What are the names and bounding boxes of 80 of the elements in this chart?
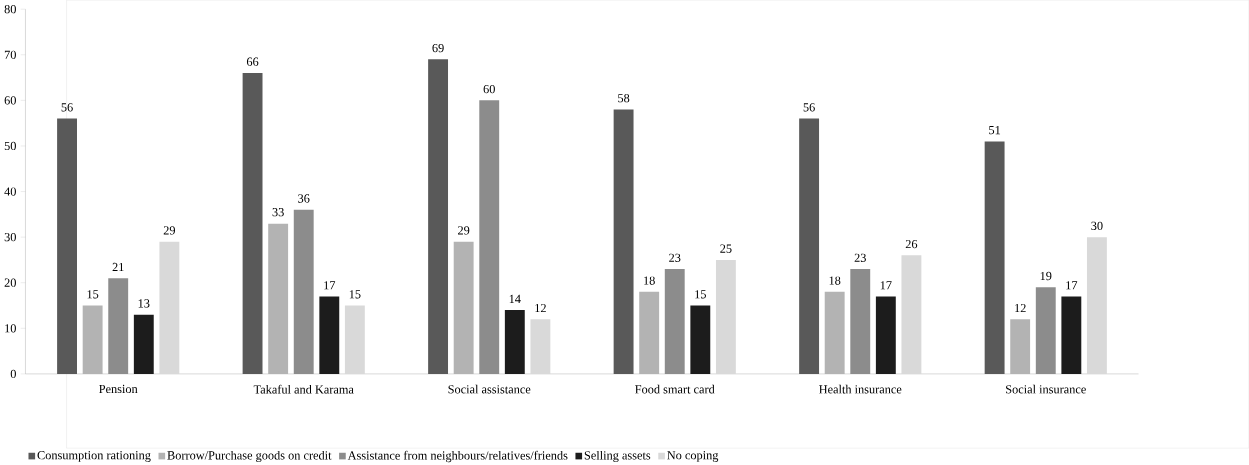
bar bbox=[428, 59, 449, 374]
bar bbox=[984, 141, 1005, 374]
y-tick-label: 60 bbox=[4, 96, 16, 105]
bar bbox=[824, 291, 845, 374]
bar bbox=[479, 100, 500, 374]
bar bbox=[504, 310, 525, 374]
data-label: 15 bbox=[349, 290, 361, 299]
data-label: 13 bbox=[138, 299, 150, 308]
data-label: 23 bbox=[669, 253, 681, 262]
bar bbox=[159, 241, 180, 374]
data-label: 19 bbox=[1040, 271, 1052, 281]
data-label: 33 bbox=[272, 207, 284, 217]
y-tick-label: 50 bbox=[4, 141, 16, 151]
data-label: 66 bbox=[246, 57, 259, 66]
data-label: 15 bbox=[695, 290, 706, 299]
bar bbox=[530, 319, 551, 374]
data-label: 56 bbox=[61, 103, 73, 112]
y-tick-label: 10 bbox=[5, 324, 16, 333]
bar bbox=[108, 278, 129, 374]
bar bbox=[1061, 296, 1082, 374]
x-tick-label: Social assistance bbox=[448, 384, 531, 394]
bar bbox=[319, 296, 340, 374]
bar bbox=[639, 291, 660, 374]
y-tick-label: 70 bbox=[4, 50, 16, 59]
data-label: 12 bbox=[1015, 303, 1026, 312]
data-label: 26 bbox=[905, 239, 918, 249]
y-tick-label: 40 bbox=[4, 187, 16, 196]
bar bbox=[850, 268, 871, 374]
data-label: 14 bbox=[509, 294, 521, 303]
x-tick-label: Social insurance bbox=[1006, 384, 1086, 394]
legend-label: Selling assets bbox=[584, 450, 651, 463]
data-label: 69 bbox=[432, 43, 444, 53]
data-label: 17 bbox=[324, 281, 336, 290]
data-label: 15 bbox=[87, 290, 99, 299]
data-label: 30 bbox=[1091, 221, 1103, 230]
data-label: 25 bbox=[720, 244, 732, 253]
y-tick-label: 80 bbox=[4, 4, 16, 14]
data-label: 58 bbox=[618, 93, 630, 103]
bar bbox=[901, 255, 922, 374]
bar bbox=[453, 241, 474, 374]
x-tick-label: Pension bbox=[99, 384, 138, 394]
data-label: 29 bbox=[163, 226, 176, 235]
legend-label: Borrow/Purchase goods on credit bbox=[167, 450, 332, 463]
bar bbox=[1035, 287, 1056, 374]
bar bbox=[133, 314, 154, 374]
data-label: 51 bbox=[989, 125, 1001, 135]
x-tick-label: Takaful and Karama bbox=[253, 384, 354, 394]
data-label: 18 bbox=[644, 276, 655, 285]
data-label: 18 bbox=[829, 276, 841, 285]
bar bbox=[875, 296, 896, 374]
y-tick-label: 0 bbox=[10, 369, 16, 378]
legend-label: Assistance from neighbours/relatives/friends bbox=[347, 450, 568, 463]
data-label: 12 bbox=[535, 303, 546, 312]
data-label: 23 bbox=[854, 253, 866, 262]
bar bbox=[799, 118, 820, 374]
data-label: 36 bbox=[298, 194, 310, 203]
bar bbox=[344, 305, 365, 374]
data-label: 17 bbox=[1066, 281, 1078, 290]
bar bbox=[1086, 237, 1107, 374]
bar bbox=[690, 305, 711, 374]
data-label: 21 bbox=[112, 262, 124, 271]
bar bbox=[82, 305, 103, 374]
bar bbox=[664, 268, 685, 374]
x-tick-label: Health insurance bbox=[819, 384, 902, 394]
bar bbox=[715, 259, 736, 374]
legend-label: No coping bbox=[667, 451, 719, 462]
data-label: 60 bbox=[483, 84, 495, 94]
data-label: 29 bbox=[458, 226, 470, 235]
y-tick-label: 20 bbox=[4, 278, 16, 287]
bar bbox=[57, 118, 77, 374]
bar bbox=[242, 72, 263, 374]
x-tick-label: Food smart card bbox=[635, 384, 715, 394]
data-label: 56 bbox=[803, 103, 815, 112]
bar bbox=[1010, 319, 1031, 374]
legend-label: Consumption rationing bbox=[37, 451, 151, 462]
y-tick-label: 30 bbox=[4, 232, 16, 242]
bar bbox=[613, 109, 634, 374]
bar bbox=[268, 223, 289, 374]
data-label: 17 bbox=[880, 281, 892, 290]
bar bbox=[293, 209, 314, 374]
